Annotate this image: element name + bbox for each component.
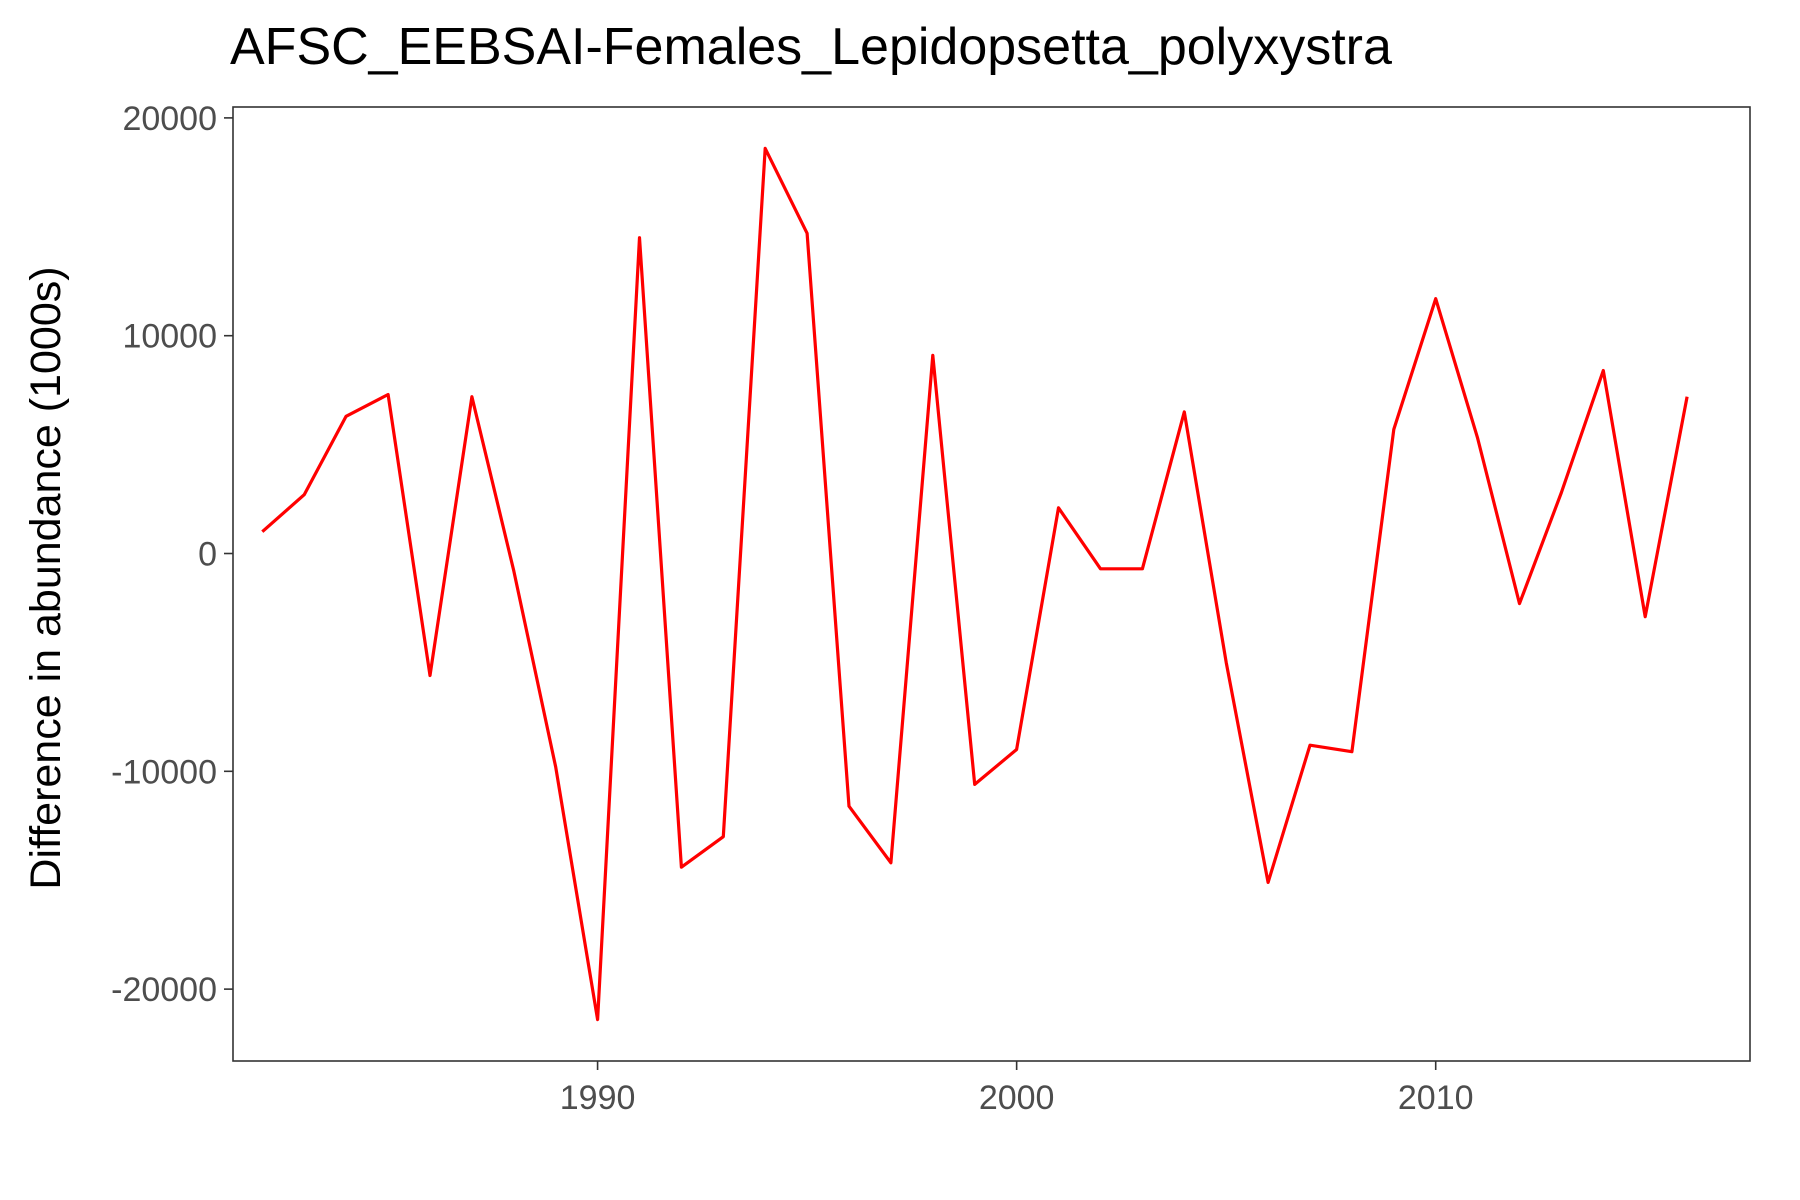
- y-axis-label: Difference in abundance (1000s): [22, 266, 70, 889]
- chart-title: AFSC_EEBSAI-Females_Lepidopsetta_polyxys…: [230, 18, 1392, 76]
- y-axis: -20000 -10000 0 10000 20000: [111, 100, 233, 1009]
- y-tick-label: -20000: [111, 971, 217, 1009]
- plot-panel: [232, 106, 1751, 1062]
- x-tick-label: 2010: [1398, 1079, 1474, 1117]
- y-tick-label: 20000: [122, 100, 217, 138]
- y-tick-label: 10000: [122, 318, 217, 356]
- series-line: [261, 146, 1689, 1022]
- x-tick-label: 1990: [560, 1079, 636, 1117]
- y-tick-label: 0: [198, 536, 217, 574]
- series-group: [261, 146, 1689, 1022]
- x-axis: 1990 2000 2010: [560, 1061, 1474, 1117]
- x-tick-label: 2000: [979, 1079, 1055, 1117]
- y-tick-label: -10000: [111, 753, 217, 791]
